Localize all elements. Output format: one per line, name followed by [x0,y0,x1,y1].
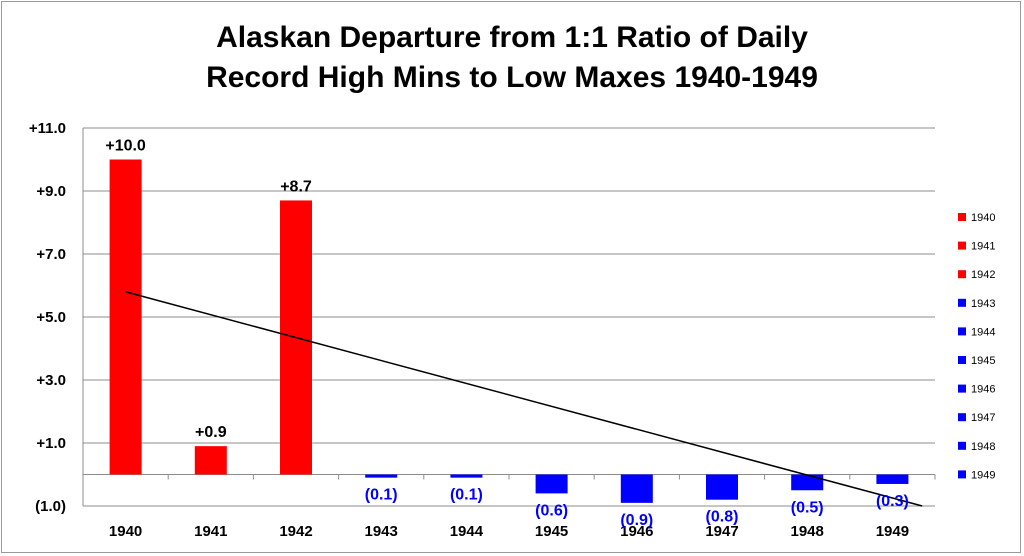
legend-swatch [958,384,966,393]
x-tick-label: 1942 [279,523,312,540]
trendline [125,291,923,507]
y-tick-label: (1.0) [35,498,66,515]
x-tick-label: 1945 [535,523,568,540]
data-label: (0.3) [876,493,909,510]
x-tick-label: 1949 [876,523,909,540]
x-tick-label: 1946 [620,523,653,540]
bar-1940 [109,159,142,475]
bar-1948 [791,474,824,491]
chart-title: Alaskan Departure from 1:1 Ratio of Dail… [0,18,1024,98]
bar-1941 [194,446,227,475]
legend-label: 1941 [971,241,995,253]
x-tick-label: 1944 [450,523,484,540]
x-tick-label: 1948 [791,523,824,540]
x-tick-label: 1941 [194,523,227,540]
y-tick-label: +7.0 [36,246,66,263]
data-label: (0.6) [535,502,568,519]
legend-label: 1947 [971,412,995,424]
data-label: (0.9) [620,512,653,529]
legend-label: 1943 [971,298,995,310]
legend-swatch [958,298,966,307]
data-label: (0.8) [706,509,739,526]
y-tick-label: +5.0 [36,309,66,326]
bar-1949 [876,474,909,484]
x-tick-label: 1943 [365,523,398,540]
chart-title-line-1: Alaskan Departure from 1:1 Ratio of Dail… [216,21,808,54]
data-label: (0.1) [450,487,483,504]
bar-1947 [706,474,738,500]
legend-label: 1942 [971,269,995,281]
y-tick-label: +1.0 [36,435,66,452]
bar-1944 [450,474,483,478]
data-label: (0.1) [365,487,398,504]
x-tick-label: 1940 [109,523,142,540]
legend-label: 1944 [971,326,995,338]
chart-title-line-2: Record High Mins to Low Maxes 1940-1949 [206,61,818,94]
legend-swatch [958,356,966,364]
legend-swatch [958,413,966,422]
legend-swatch [958,241,966,250]
data-label: (0.5) [791,499,824,516]
data-label: +0.9 [195,424,227,441]
bar-1946 [620,474,653,503]
legend-swatch [958,441,966,450]
legend-label: 1940 [971,212,995,224]
data-label: +10.0 [105,138,146,155]
legend-label: 1945 [971,355,995,367]
legend-label: 1949 [971,469,995,481]
legend-swatch [958,213,966,221]
legend-swatch [958,470,966,479]
legend-label: 1948 [971,441,995,453]
legend-swatch [958,270,966,279]
x-tick-label: 1947 [705,523,738,540]
legend-swatch [958,327,966,336]
data-label: +8.7 [280,178,312,195]
bar-1943 [365,474,398,478]
legend-label: 1946 [971,384,995,396]
y-tick-label: +11.0 [29,120,66,137]
y-tick-label: +3.0 [36,372,66,389]
y-tick-label: +9.0 [36,183,66,200]
bar-1945 [535,474,568,494]
